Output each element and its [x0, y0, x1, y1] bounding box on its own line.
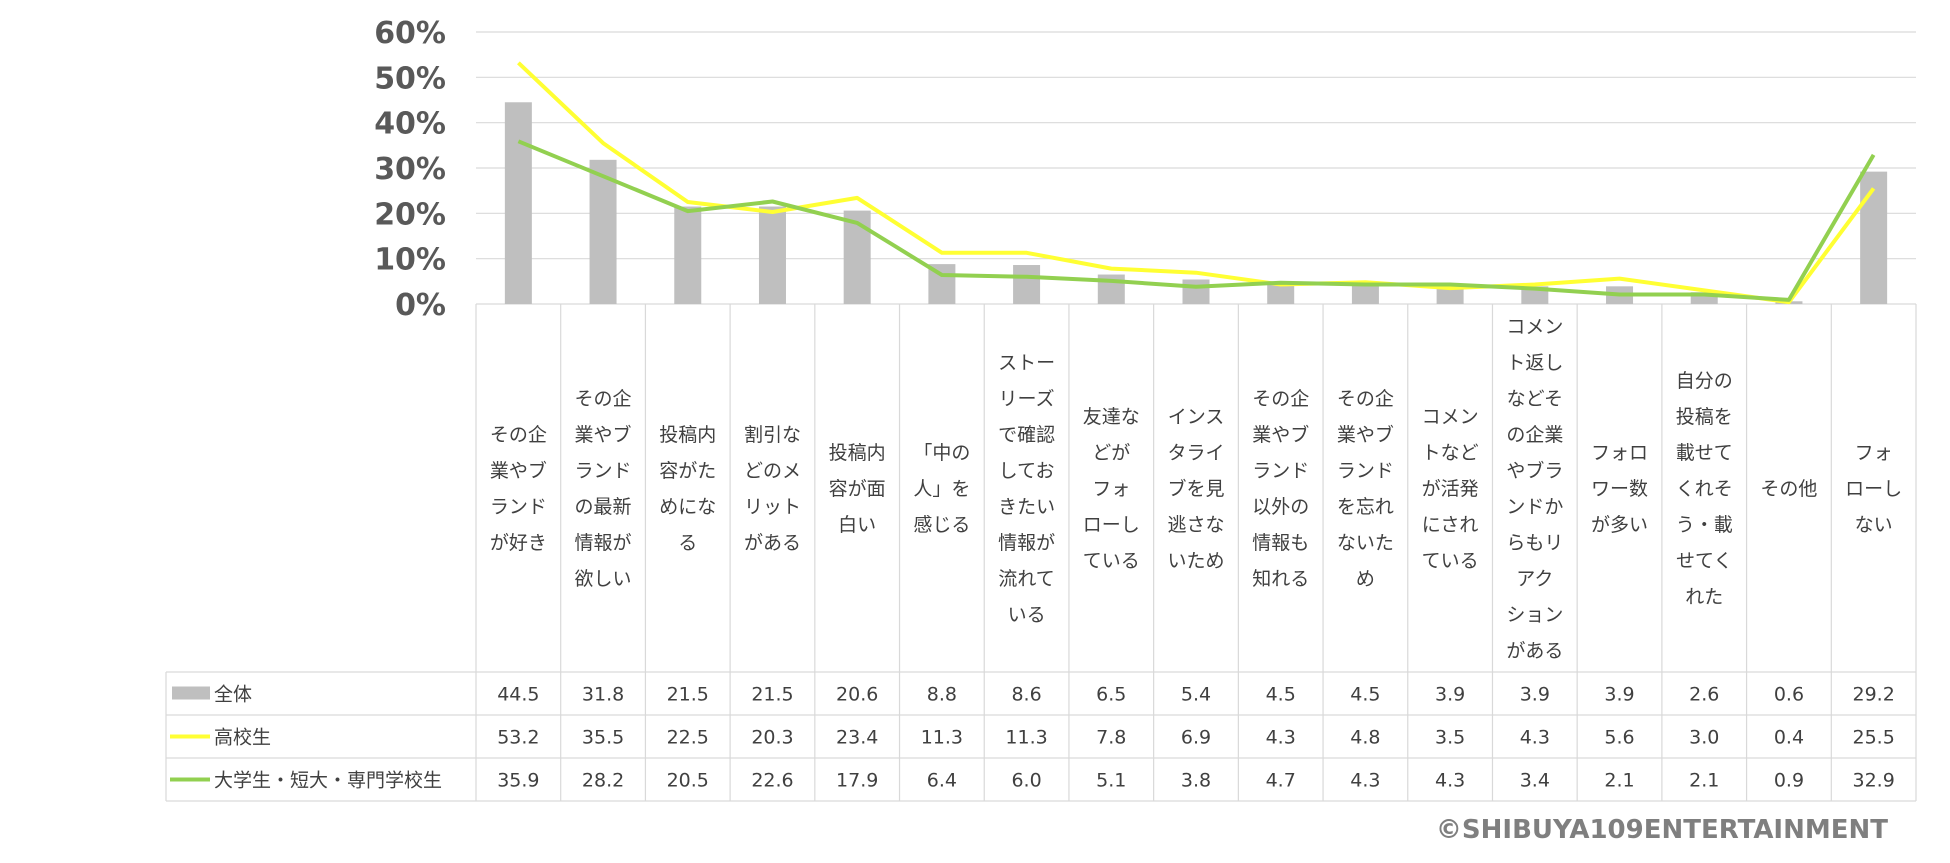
line-series	[517, 139, 1876, 302]
category-label: その他	[1760, 478, 1817, 500]
y-tick-label: 20%	[374, 197, 446, 232]
bar	[674, 206, 702, 304]
category-label: その企業やブランドを忘れないため	[1337, 388, 1394, 590]
data-value: 6.5	[1096, 684, 1126, 706]
data-value: 5.4	[1181, 684, 1211, 706]
category-label: フォロワー数が多い	[1591, 442, 1648, 536]
category-label: コメントなどが活発にされている	[1422, 406, 1479, 572]
data-value: 11.3	[1005, 727, 1047, 749]
category-label: 友達などがフォローしている	[1083, 406, 1140, 572]
data-value: 35.5	[582, 727, 624, 749]
bar	[1013, 265, 1041, 304]
bar	[1351, 283, 1379, 304]
data-value: 4.5	[1350, 684, 1380, 706]
legend-label: 高校生	[214, 727, 271, 749]
legend-label: 全体	[214, 684, 252, 706]
data-value: 23.4	[836, 727, 878, 749]
data-value: 2.1	[1689, 770, 1719, 792]
data-value: 3.5	[1435, 727, 1465, 749]
category-label: その企業やブランドの最新情報が欲しい	[575, 388, 632, 590]
legend-label: 大学生・短大・専門学校生	[214, 770, 442, 792]
bar	[1182, 279, 1210, 304]
data-value: 21.5	[667, 684, 709, 706]
data-value: 29.2	[1852, 684, 1894, 706]
category-label: 自分の投稿を載せてくれそう・載せてくれた	[1676, 370, 1733, 608]
data-value: 7.8	[1096, 727, 1126, 749]
data-value: 6.4	[927, 770, 957, 792]
data-value: 3.4	[1520, 770, 1550, 792]
data-value: 20.3	[751, 727, 793, 749]
bars-series-all	[504, 102, 1888, 305]
data-value: 20.6	[836, 684, 878, 706]
data-value: 8.8	[927, 684, 957, 706]
copyright-credit: ©SHIBUYA109ENTERTAINMENT	[1435, 815, 1888, 845]
data-value: 2.6	[1689, 684, 1719, 706]
category-label: その企業やブランドが好き	[490, 424, 547, 554]
data-value: 4.3	[1350, 770, 1380, 792]
data-value: 6.0	[1011, 770, 1041, 792]
category-label: フォローしない	[1845, 442, 1902, 536]
category-label: 投稿内容が面白い	[829, 442, 886, 536]
data-value: 11.3	[921, 727, 963, 749]
data-value: 2.1	[1604, 770, 1634, 792]
category-label: その企業やブランド以外の情報も知れる	[1252, 388, 1309, 590]
data-value: 32.9	[1852, 770, 1894, 792]
line-series	[517, 61, 1876, 305]
data-value: 3.0	[1689, 727, 1719, 749]
bar	[1267, 283, 1295, 304]
y-tick-label: 30%	[374, 152, 446, 187]
data-value: 28.2	[582, 770, 624, 792]
data-value: 4.5	[1266, 684, 1296, 706]
data-value: 4.3	[1520, 727, 1550, 749]
legend-swatch-bar	[172, 686, 210, 700]
category-label: 投稿内容がためになる	[659, 424, 716, 554]
data-value: 4.3	[1435, 770, 1465, 792]
data-value: 25.5	[1852, 727, 1894, 749]
bar	[758, 206, 786, 304]
category-label: インスタライブを見逃さないため	[1167, 406, 1224, 572]
data-table: その企業やブランドが好きその企業やブランドの最新情報が欲しい投稿内容がためになる…	[165, 304, 1917, 802]
bar	[1436, 286, 1464, 304]
data-value: 6.9	[1181, 727, 1211, 749]
bar	[1860, 171, 1888, 304]
category-label: コメント返しなどその企業やブランドからもリアクションがある	[1506, 316, 1563, 662]
data-value: 0.6	[1774, 684, 1804, 706]
data-value: 21.5	[751, 684, 793, 706]
category-label: 「中の人」を感じる	[913, 442, 970, 536]
y-axis-ticks: 0% 10% 20% 30% 40% 50% 60%	[374, 16, 446, 323]
data-value: 31.8	[582, 684, 624, 706]
data-value: 4.3	[1266, 727, 1296, 749]
data-value: 8.6	[1011, 684, 1041, 706]
y-tick-label: 50%	[374, 61, 446, 96]
data-value: 3.9	[1435, 684, 1465, 706]
lines-series	[517, 61, 1876, 305]
data-value: 3.9	[1604, 684, 1634, 706]
y-tick-label: 60%	[374, 16, 446, 51]
data-value: 20.5	[667, 770, 709, 792]
data-value: 22.5	[667, 727, 709, 749]
data-value: 17.9	[836, 770, 878, 792]
data-value: 0.9	[1774, 770, 1804, 792]
gridlines	[476, 31, 1916, 305]
data-value: 44.5	[497, 684, 539, 706]
bar	[504, 102, 532, 305]
bar	[589, 159, 617, 304]
data-value: 4.8	[1350, 727, 1380, 749]
category-label: ストーリーズで確認しておきたい情報が流れている	[998, 352, 1055, 626]
bar	[1690, 292, 1718, 304]
data-value: 3.8	[1181, 770, 1211, 792]
y-tick-label: 10%	[374, 243, 446, 278]
data-value: 4.7	[1266, 770, 1296, 792]
category-label: 割引などのメリットがある	[744, 424, 801, 554]
data-value: 3.9	[1520, 684, 1550, 706]
data-value: 0.4	[1774, 727, 1804, 749]
data-value: 22.6	[751, 770, 793, 792]
data-value: 5.6	[1604, 727, 1634, 749]
y-tick-label: 40%	[374, 107, 446, 142]
data-value: 35.9	[497, 770, 539, 792]
y-tick-label: 0%	[395, 288, 446, 323]
data-value: 5.1	[1096, 770, 1126, 792]
data-value: 53.2	[497, 727, 539, 749]
